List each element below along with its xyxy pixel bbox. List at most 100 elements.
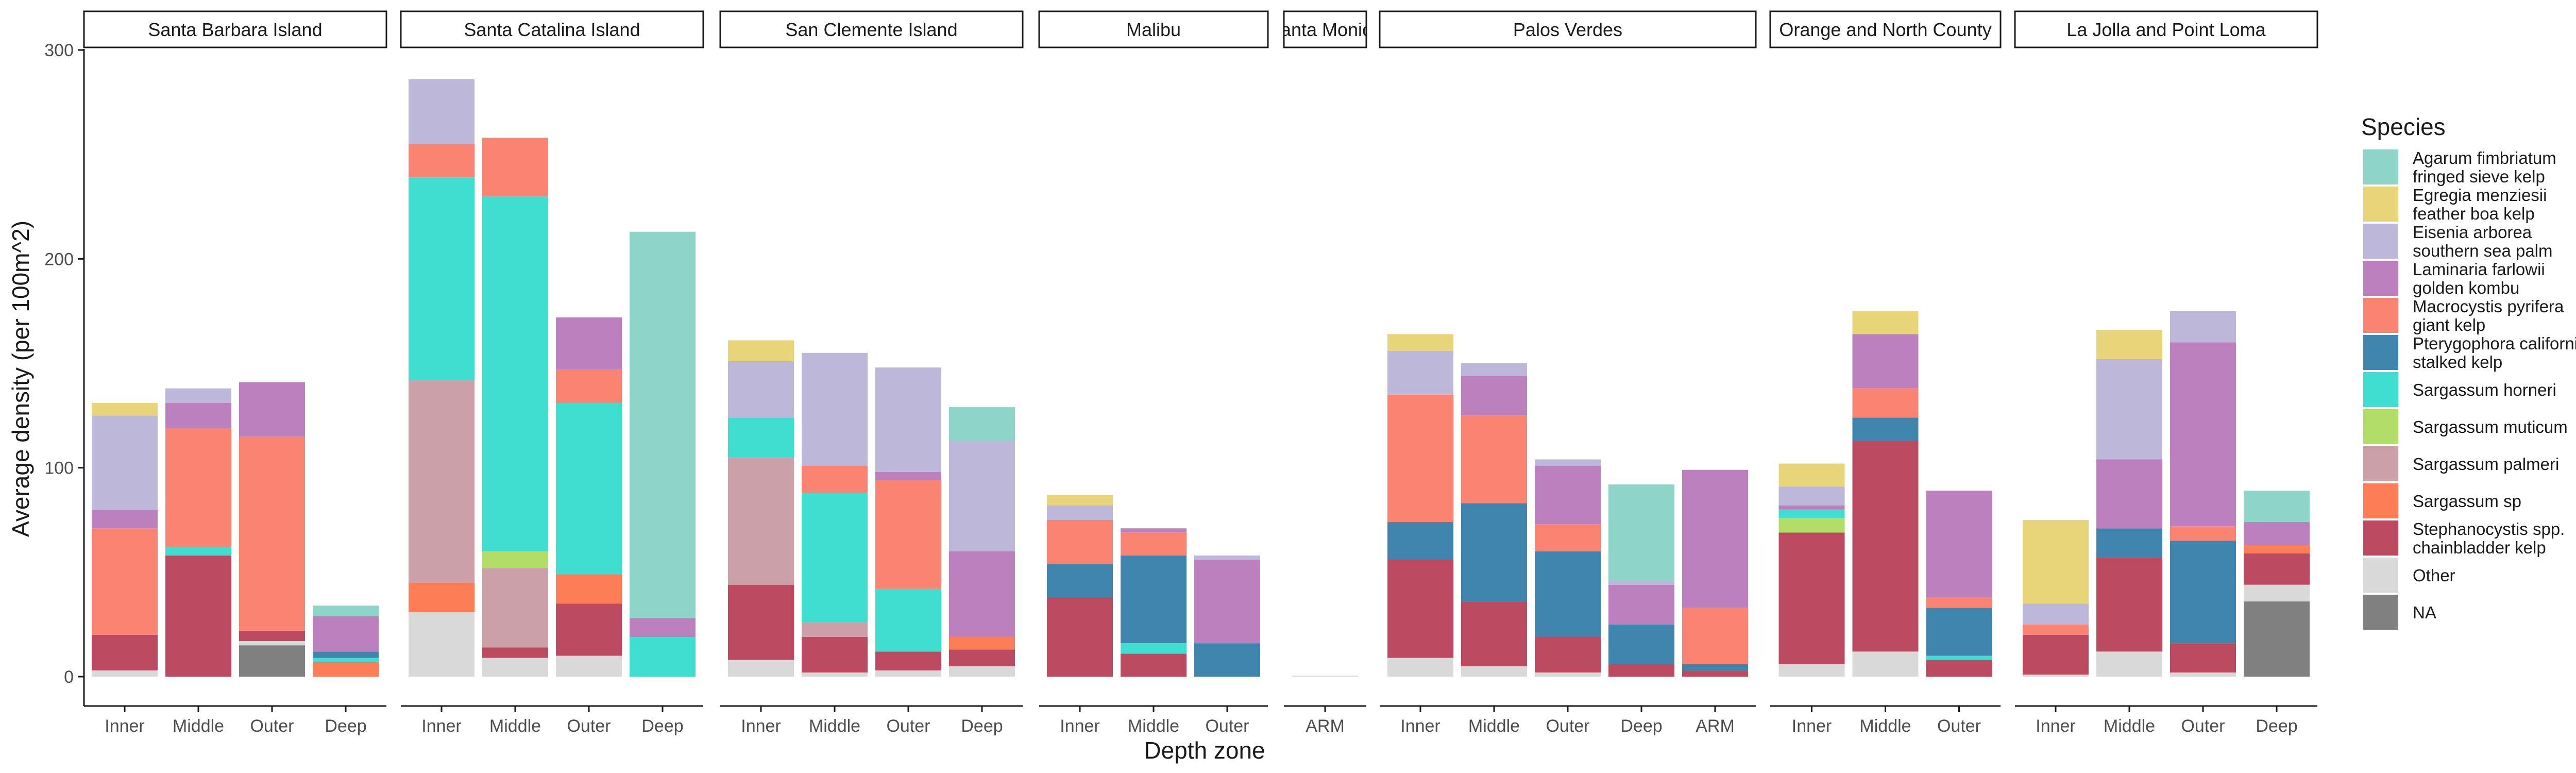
bar-segment-macrocystis	[1926, 597, 1992, 608]
stacked-bar	[2170, 311, 2236, 677]
x-tick-label: Outer	[886, 716, 930, 736]
bar-segment-egregia	[1852, 311, 1919, 334]
legend-label: southern sea palm	[2413, 241, 2553, 260]
bar-segment-other	[728, 660, 794, 677]
facet-strip-label: Palos Verdes	[1513, 19, 1622, 40]
x-tick-label: Deep	[2256, 716, 2297, 736]
bar-segment-sarg_palmeri	[482, 568, 548, 648]
x-tick-label: Inner	[1060, 716, 1100, 736]
x-tick-label: Inner	[1400, 716, 1440, 736]
stacked-bar	[239, 382, 305, 677]
legend-key	[2363, 595, 2398, 630]
bar-segment-eisenia	[875, 367, 941, 472]
bar-segment-other	[482, 658, 548, 677]
bar-segment-macrocystis	[1047, 520, 1113, 564]
bar-segment-laminaria	[556, 317, 622, 370]
x-tick-label: Outer	[567, 716, 611, 736]
legend-key	[2363, 446, 2398, 481]
stacked-bar	[1047, 495, 1113, 677]
stacked-bar	[1926, 491, 1992, 677]
bar-segment-stephanocystis	[2096, 557, 2162, 652]
bar-segment-stephanocystis	[1461, 601, 1527, 666]
legend-label: Agarum fimbriatum	[2413, 148, 2556, 167]
bar-segment-stephanocystis	[1121, 653, 1187, 677]
facet-strip	[1769, 10, 2002, 48]
bar-segment-macrocystis	[1121, 532, 1187, 556]
legend-key	[2363, 409, 2398, 444]
bar-segment-sarg_horneri	[1778, 509, 1845, 518]
bar-segment-egregia	[1047, 495, 1113, 506]
stacked-bar	[2244, 491, 2310, 677]
legend-label: chainbladder kelp	[2413, 538, 2546, 557]
x-tick-label: Middle	[809, 716, 860, 736]
x-axis-title: Depth zone	[1144, 737, 1265, 764]
facet-panel: Orange and North County Inner Middle Outer	[1769, 10, 2002, 736]
bar-segment-eisenia	[2096, 359, 2162, 460]
bar-segment-laminaria	[1778, 505, 1845, 510]
facet-panel: Santa Barbara Island Inner Middle Outer Deep	[83, 10, 387, 736]
legend-label: golden kombu	[2413, 278, 2519, 297]
legend-label: stalked kelp	[2413, 352, 2502, 372]
bar-segment-sarg_sp	[949, 636, 1015, 650]
stacked-bar	[1535, 459, 1601, 677]
bar-segment-macrocystis	[1461, 415, 1527, 503]
bar-segment-macrocystis	[2170, 526, 2236, 541]
bar-segment-laminaria	[2096, 459, 2162, 529]
bar-segment-na	[239, 645, 305, 677]
bar-segment-agarum	[949, 407, 1015, 441]
bar-segment-laminaria	[875, 472, 941, 480]
bar-segment-other	[1461, 666, 1527, 677]
bar-segment-stephanocystis	[2244, 553, 2310, 585]
bar-segment-eisenia	[165, 388, 231, 404]
bar-segment-sarg_muticum	[482, 551, 548, 568]
legend-item: Sargassum sp	[2363, 483, 2521, 518]
bar-segment-egregia	[728, 340, 794, 361]
bar-segment-macrocystis	[556, 369, 622, 404]
bar-segment-other	[1778, 664, 1845, 677]
bar-segment-sarg_sp	[556, 574, 622, 604]
bar-segment-other	[875, 670, 941, 677]
facet-strip-label: Santa Catalina Island	[464, 19, 640, 40]
facet-panel: Santa Monica ARM	[1268, 10, 1382, 736]
x-tick-label: Middle	[1859, 716, 1911, 736]
x-tick-label: Inner	[105, 716, 145, 736]
x-tick-label: Middle	[1468, 716, 1520, 736]
bar-segment-laminaria	[1608, 584, 1674, 625]
bar-segment-eisenia	[1608, 580, 1674, 585]
legend-label: Pterygophora californica	[2413, 334, 2576, 353]
legend-label: Macrocystis pyrifera	[2413, 297, 2564, 316]
bar-segment-sarg_muticum	[1778, 517, 1845, 533]
bar-segment-stephanocystis	[802, 636, 868, 673]
bar-segment-macrocystis	[1852, 388, 1919, 418]
stacked-bar	[2023, 520, 2089, 677]
bar-segment-sarg_horneri	[1926, 656, 1992, 660]
bar-segment-stephanocystis	[1047, 597, 1113, 677]
legend-key	[2363, 335, 2398, 370]
facet-strip-label: Santa Monica	[1268, 19, 1382, 40]
bar-segment-pterygophora	[1387, 522, 1453, 560]
bar-segment-pterygophora	[2096, 528, 2162, 558]
bar-segment-stephanocystis	[875, 651, 941, 670]
stacked-bar	[949, 407, 1015, 677]
bar-segment-sarg_horneri	[482, 196, 548, 551]
bar-segment-laminaria	[92, 509, 158, 529]
bar-segment-macrocystis	[875, 480, 941, 589]
legend-item: Stephanocystis spp.chainbladder kelp	[2363, 519, 2565, 557]
bar-segment-sarg_palmeri	[728, 457, 794, 585]
legend-label: giant kelp	[2413, 315, 2485, 334]
bar-segment-laminaria	[2244, 522, 2310, 545]
stacked-bar	[556, 317, 622, 677]
bar-segment-stephanocystis	[2170, 643, 2236, 673]
bar-segment-macrocystis	[165, 428, 231, 547]
bar-segment-pterygophora	[1535, 551, 1601, 637]
facet-strip	[1379, 10, 1757, 48]
bar-segment-macrocystis	[409, 144, 474, 178]
legend-label: Sargassum muticum	[2413, 417, 2568, 436]
x-tick-label: Outer	[250, 716, 294, 736]
x-tick-label: Outer	[1546, 716, 1589, 736]
